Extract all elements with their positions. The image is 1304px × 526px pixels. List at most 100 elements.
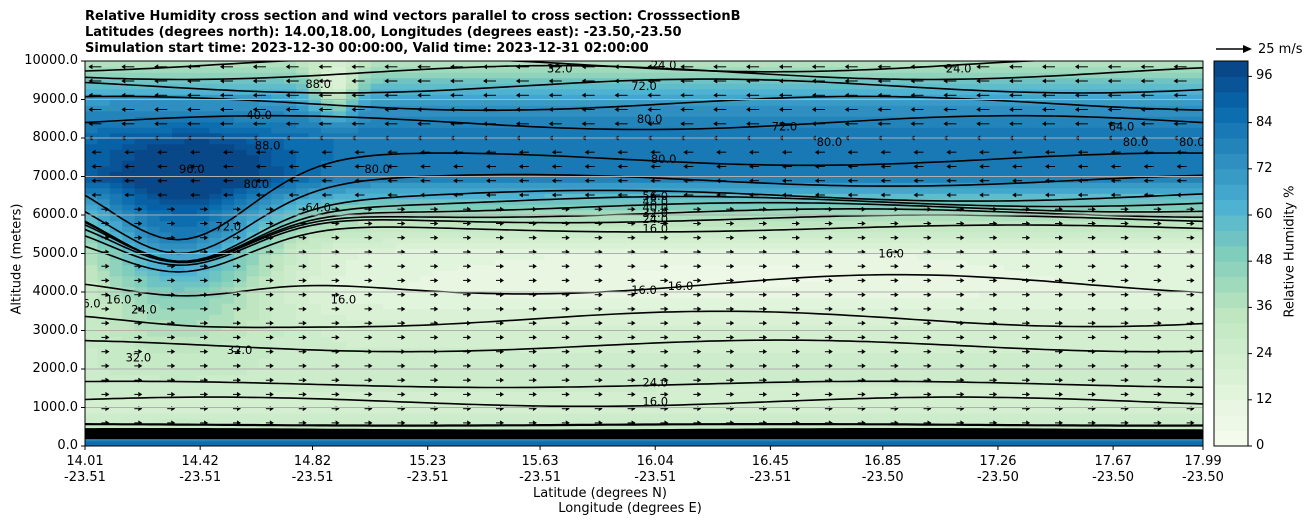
field-cell	[892, 66, 906, 73]
field-cell	[445, 402, 459, 409]
field-cell	[383, 121, 397, 128]
field-cell	[234, 110, 248, 117]
field-cell	[532, 264, 546, 271]
field-cell	[581, 352, 596, 359]
field-cell	[743, 259, 757, 266]
field-cell	[581, 341, 596, 348]
field-cell	[929, 99, 943, 106]
field-cell	[668, 330, 682, 337]
field-cell	[184, 209, 198, 216]
field-cell	[457, 204, 471, 211]
field-cell	[619, 270, 633, 277]
field-cell	[482, 369, 496, 376]
field-cell	[892, 319, 906, 326]
field-cell	[606, 248, 620, 255]
field-cell	[283, 237, 297, 244]
field-cell	[954, 105, 968, 112]
field-cell	[122, 424, 136, 431]
field-cell	[457, 209, 471, 216]
field-cell	[942, 72, 956, 79]
field-cell	[855, 308, 869, 315]
field-cell	[681, 385, 695, 392]
field-cell	[768, 237, 782, 244]
field-cell	[234, 270, 248, 277]
field-cell	[929, 440, 943, 446]
field-cell	[172, 369, 186, 376]
field-cell	[830, 66, 844, 73]
field-cell	[470, 154, 484, 161]
field-cell	[432, 220, 446, 227]
field-cell	[743, 226, 757, 233]
field-cell	[296, 341, 310, 348]
field-cell	[830, 308, 844, 315]
field-cell	[594, 314, 608, 321]
field-cell	[519, 396, 533, 403]
field-cell	[109, 242, 123, 249]
field-cell	[383, 242, 397, 249]
field-cell	[97, 297, 111, 304]
field-cell	[85, 292, 99, 299]
field-cell	[196, 264, 210, 271]
field-cell	[780, 61, 794, 68]
field-cell	[880, 347, 894, 354]
field-cell	[234, 66, 248, 73]
field-cell	[519, 215, 533, 222]
field-cell	[967, 402, 981, 409]
field-cell	[768, 165, 782, 172]
field-cell	[221, 127, 235, 134]
field-cell	[370, 215, 384, 222]
field-cell	[432, 231, 446, 238]
field-cell	[855, 369, 869, 376]
field-cell	[370, 297, 384, 304]
field-cell	[383, 396, 397, 403]
field-cell	[209, 385, 223, 392]
field-cell	[557, 237, 571, 244]
field-cell	[283, 121, 297, 128]
field-cell	[594, 242, 608, 249]
field-cell	[880, 281, 894, 288]
field-cell	[917, 319, 931, 326]
field-cell	[147, 66, 161, 73]
field-cell	[954, 77, 968, 84]
field-cell	[842, 264, 856, 271]
field-cell	[308, 402, 322, 409]
chart-title-line-1: Relative Humidity cross section and wind…	[85, 9, 741, 24]
field-cell	[345, 369, 360, 376]
field-cell	[917, 66, 931, 73]
field-cell	[768, 182, 782, 189]
field-cell	[258, 220, 273, 227]
field-cell	[209, 237, 223, 244]
field-cell	[892, 303, 906, 310]
field-cell	[904, 308, 919, 315]
field-cell	[793, 171, 807, 178]
field-cell	[172, 281, 186, 288]
field-cell	[470, 292, 484, 299]
field-cell	[283, 330, 297, 337]
field-cell	[917, 248, 931, 255]
field-cell	[147, 176, 161, 183]
field-cell	[358, 88, 372, 95]
field-cell	[954, 374, 968, 381]
field-cell	[383, 259, 397, 266]
field-cell	[507, 259, 521, 266]
field-cell	[234, 325, 248, 332]
field-cell	[159, 193, 173, 200]
field-cell	[184, 242, 198, 249]
field-cell	[97, 264, 111, 271]
field-cell	[358, 121, 372, 128]
field-cell	[246, 407, 260, 414]
field-cell	[221, 286, 235, 293]
field-cell	[830, 154, 844, 161]
field-cell	[283, 231, 297, 238]
field-cell	[85, 248, 99, 255]
field-cell	[532, 352, 546, 359]
field-cell	[246, 336, 260, 343]
field-cell	[706, 220, 720, 227]
field-cell	[333, 341, 347, 348]
field-cell	[606, 303, 620, 310]
field-cell	[855, 358, 869, 365]
field-cell	[594, 341, 608, 348]
field-cell	[482, 165, 496, 172]
field-cell	[557, 297, 571, 304]
field-cell	[780, 380, 794, 387]
